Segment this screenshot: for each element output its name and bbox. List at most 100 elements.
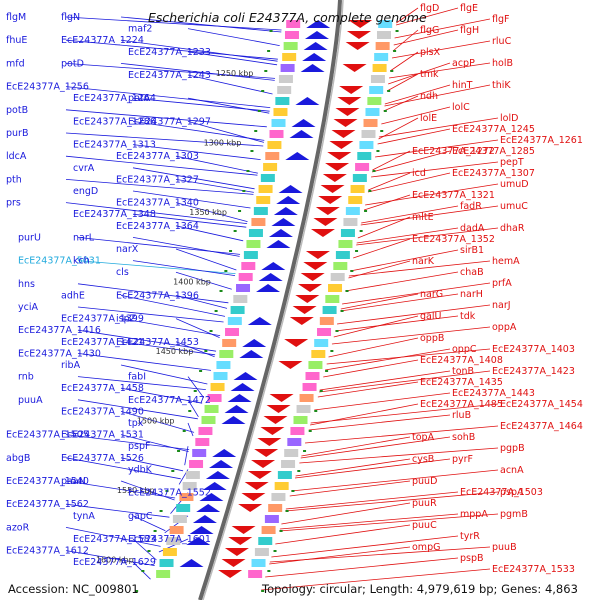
gene-label: fabI	[128, 372, 146, 383]
leader-line	[384, 84, 491, 107]
gene-label: tonB	[452, 366, 474, 377]
gene-label: pgpB	[500, 443, 525, 454]
tick	[159, 510, 163, 512]
gene-label: yciA	[18, 302, 38, 313]
leader-line	[383, 95, 419, 112]
gene-label: mppA	[460, 509, 488, 520]
reverse-feature	[278, 361, 303, 369]
leader-line	[120, 318, 221, 336]
gene-label: rnb	[18, 372, 34, 383]
leader-line	[175, 295, 228, 309]
leader-line	[381, 106, 451, 125]
gene-label: EcE24377A_1352	[412, 234, 495, 245]
leader-line	[281, 502, 411, 525]
gene-label: EcE24377A_1533	[492, 564, 575, 575]
leader-line	[65, 179, 254, 195]
cog-feature	[355, 163, 370, 171]
leader-line	[279, 513, 499, 532]
cog-feature	[378, 20, 393, 28]
gene-label: narK	[412, 256, 435, 267]
tick	[264, 70, 268, 72]
gene-label: narJ	[492, 300, 511, 311]
reverse-feature	[329, 141, 354, 149]
reverse-feature	[300, 273, 325, 281]
leader-line	[187, 74, 273, 95]
leader-line	[363, 194, 411, 211]
gene-label: EcE24377A_1264	[73, 93, 156, 104]
gene-label: dadA	[460, 223, 485, 234]
tick	[297, 470, 301, 472]
gene-label: dhaR	[500, 223, 525, 234]
tick	[330, 350, 334, 352]
gene-label: EcE24377A_1552	[128, 488, 211, 499]
gene-label: pspB	[460, 553, 484, 564]
gene-label: thiK	[492, 80, 511, 91]
gene-label: flgM	[6, 12, 26, 23]
gene-label: pspA	[500, 487, 524, 498]
gene-label: fadR	[460, 201, 482, 212]
cog-feature	[271, 119, 286, 127]
cog-feature	[363, 119, 378, 127]
reverse-feature	[221, 559, 246, 567]
leader-line	[299, 447, 499, 464]
tick	[372, 170, 376, 172]
tick	[182, 430, 186, 432]
cog-feature	[264, 515, 279, 523]
gene-label: EcE24377A_1421	[61, 337, 144, 348]
leader-line	[393, 29, 459, 46]
gene-label: ldcA	[6, 151, 27, 162]
tick	[254, 130, 258, 132]
reverse-feature	[346, 31, 371, 39]
leader-line	[120, 364, 208, 385]
reverse-feature	[339, 86, 364, 94]
gene-label: azoR	[6, 522, 30, 533]
cog-feature	[299, 394, 314, 402]
tick	[376, 150, 380, 152]
gene-label: puuD	[412, 476, 437, 487]
leader-line	[132, 167, 255, 190]
gene-label: cysB	[412, 454, 434, 465]
cog-feature	[156, 570, 171, 578]
tick	[209, 330, 213, 332]
forward-feature	[233, 372, 258, 380]
leader-line	[389, 51, 419, 72]
leader-line	[77, 376, 206, 390]
gene-label: rluC	[492, 36, 512, 47]
tick	[250, 150, 254, 152]
leader-line	[389, 62, 491, 79]
cog-feature	[284, 449, 299, 457]
forward-feature	[273, 207, 298, 215]
genome-summary: Topology: circular; Length: 4,979,619 bp…	[262, 582, 578, 596]
gene-label: EcE24377A_1435	[420, 377, 503, 388]
forward-feature	[306, 20, 331, 28]
label-leader-lines	[65, 7, 499, 591]
cog-feature	[260, 174, 275, 182]
cog-feature	[185, 471, 200, 479]
leader-line	[65, 109, 267, 128]
gene-label: EcE24377A_1612	[6, 546, 89, 557]
leader-line	[285, 491, 499, 512]
gene-label: hns	[18, 279, 35, 290]
cog-feature	[275, 97, 290, 105]
gene-label: pepT	[500, 157, 524, 168]
forward-feature	[303, 42, 328, 50]
reverse-feature	[337, 97, 362, 105]
leader-line	[371, 150, 451, 173]
gene-label: rluB	[452, 410, 471, 421]
forward-feature	[291, 119, 316, 127]
gene-label: umuC	[500, 201, 528, 212]
cog-feature	[374, 53, 389, 61]
tick	[267, 570, 271, 572]
tick	[350, 270, 354, 272]
backbone-line	[198, 0, 342, 600]
gene-label: EcE24377A_1490	[61, 406, 144, 417]
kbp-label: 1300 kbp	[204, 139, 242, 148]
cog-feature	[225, 328, 240, 336]
reverse-feature	[244, 482, 269, 490]
reverse-feature	[263, 416, 288, 424]
reverse-feature	[318, 196, 343, 204]
tick	[261, 90, 265, 92]
backbone-highlight	[202, 0, 344, 600]
reverse-feature	[295, 295, 320, 303]
forward-feature	[278, 185, 303, 193]
